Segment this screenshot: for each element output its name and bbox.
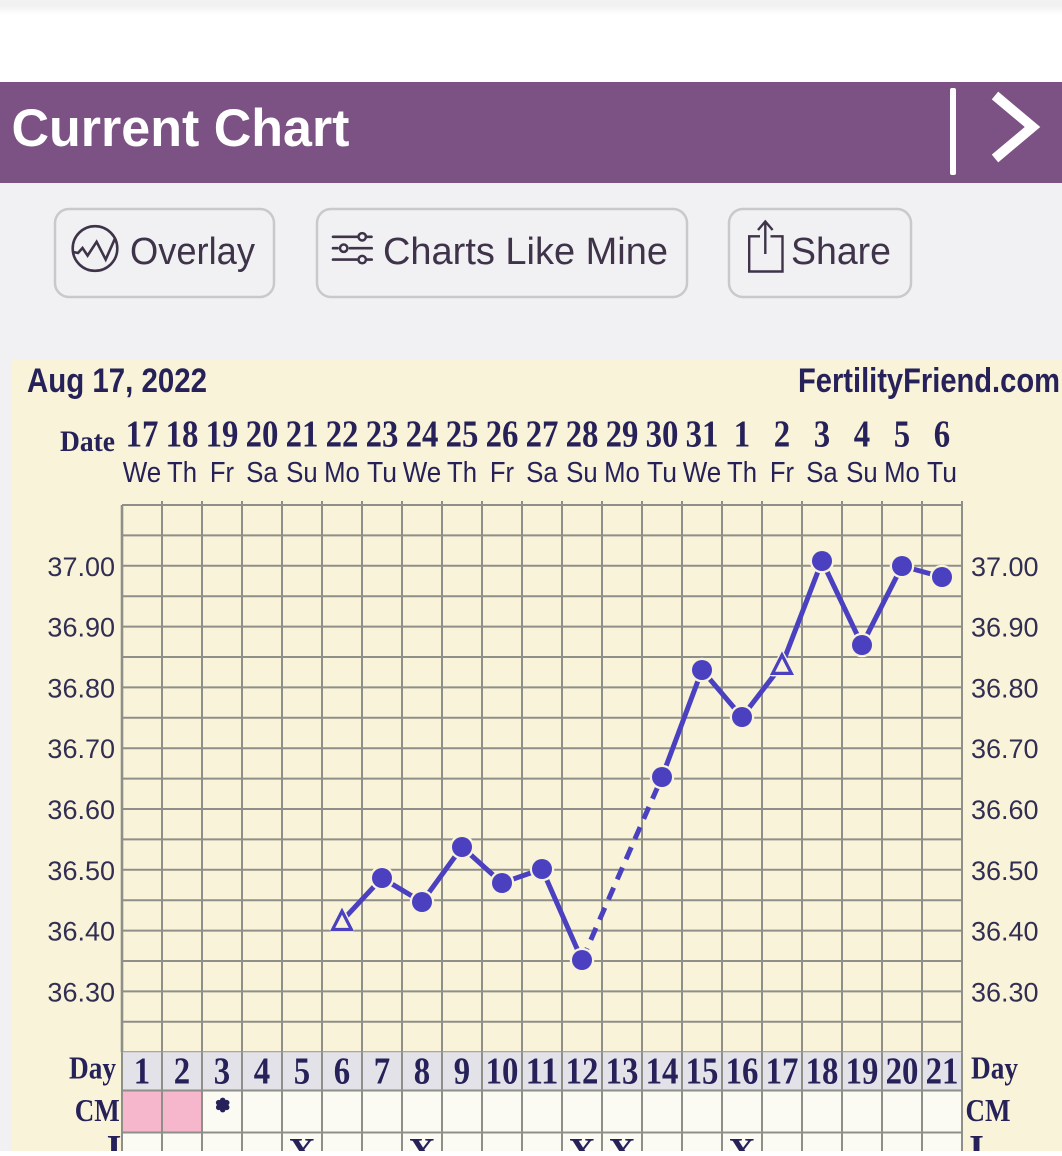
svg-text:36.40: 36.40 [971,917,1039,947]
svg-text:1: 1 [734,414,750,456]
svg-text:3: 3 [214,1051,230,1093]
svg-text:25: 25 [446,414,479,456]
svg-text:Tu: Tu [927,457,957,489]
svg-text:15: 15 [686,1051,719,1093]
svg-text:5: 5 [294,1051,310,1093]
svg-text:20: 20 [246,414,279,456]
svg-text:X: X [729,1131,756,1151]
svg-text:4: 4 [254,1051,270,1093]
svg-text:17: 17 [126,414,159,456]
svg-text:23: 23 [366,414,399,456]
svg-text:19: 19 [846,1051,879,1093]
svg-text:Su: Su [286,457,317,489]
svg-text:36.70: 36.70 [971,734,1039,764]
svg-text:18: 18 [806,1051,839,1093]
svg-text:Day: Day [69,1050,116,1086]
svg-text:I: I [107,1128,122,1151]
svg-text:20: 20 [886,1051,919,1093]
svg-text:Tu: Tu [647,457,677,489]
svg-text:Current Chart: Current Chart [12,99,350,158]
svg-text:Th: Th [727,457,757,489]
svg-text:36.60: 36.60 [47,795,115,825]
svg-text:37.00: 37.00 [971,552,1039,582]
svg-text:36.40: 36.40 [47,917,115,947]
svg-text:3: 3 [814,414,830,456]
svg-text:36.50: 36.50 [47,856,115,886]
svg-text:28: 28 [566,414,599,456]
svg-text:18: 18 [166,414,199,456]
svg-text:We: We [683,457,722,489]
svg-text:2: 2 [774,414,790,456]
svg-text:24: 24 [406,414,439,456]
svg-text:1: 1 [134,1051,150,1093]
svg-text:36.70: 36.70 [47,734,115,764]
svg-text:Sa: Sa [806,457,838,489]
svg-text:22: 22 [326,414,359,456]
svg-text:19: 19 [206,414,239,456]
svg-text:Fr: Fr [490,457,515,489]
svg-text:4: 4 [854,414,870,456]
svg-text:16: 16 [726,1051,759,1093]
svg-text:Th: Th [167,457,197,489]
svg-text:36.60: 36.60 [971,795,1039,825]
svg-text:6: 6 [334,1051,350,1093]
svg-text:Th: Th [447,457,477,489]
svg-text:9: 9 [454,1051,470,1093]
svg-text:Tu: Tu [367,457,397,489]
svg-text:17: 17 [766,1051,799,1093]
svg-text:27: 27 [526,414,559,456]
svg-text:29: 29 [606,414,639,456]
svg-text:13: 13 [606,1051,639,1093]
svg-text:X: X [289,1131,316,1151]
svg-text:CM: CM [966,1092,1011,1128]
svg-text:Fr: Fr [770,457,795,489]
svg-text:36.30: 36.30 [47,977,115,1007]
svg-text:30: 30 [646,414,679,456]
svg-text:5: 5 [894,414,910,456]
svg-text:36.50: 36.50 [971,856,1039,886]
svg-text:CM: CM [75,1092,120,1128]
svg-text:7: 7 [374,1051,390,1093]
svg-text:Sa: Sa [246,457,278,489]
svg-text:Share: Share [791,231,891,273]
svg-text:Su: Su [846,457,877,489]
svg-text:We: We [403,457,442,489]
svg-text:X: X [609,1131,636,1151]
svg-text:12: 12 [566,1051,599,1093]
svg-text:Charts Like Mine: Charts Like Mine [383,231,668,273]
svg-text:21: 21 [926,1051,959,1093]
svg-text:8: 8 [414,1051,430,1093]
svg-text:I: I [969,1128,984,1151]
svg-text:36.30: 36.30 [971,977,1039,1007]
svg-text:31: 31 [686,414,719,456]
svg-text:10: 10 [486,1051,519,1093]
svg-text:Mo: Mo [324,457,360,489]
svg-text:Mo: Mo [884,457,920,489]
svg-text:Sa: Sa [526,457,558,489]
svg-text:36.90: 36.90 [47,613,115,643]
svg-text:We: We [123,457,162,489]
svg-text:2: 2 [174,1051,190,1093]
svg-text:Fr: Fr [210,457,235,489]
svg-text:X: X [569,1131,596,1151]
svg-text:Day: Day [971,1050,1018,1086]
svg-text:36.90: 36.90 [971,613,1039,643]
svg-text:14: 14 [646,1051,679,1093]
svg-text:37.00: 37.00 [47,552,115,582]
svg-text:X: X [409,1131,436,1151]
svg-text:26: 26 [486,414,519,456]
svg-text:11: 11 [526,1051,559,1093]
svg-text:FertilityFriend.com: FertilityFriend.com [798,362,1060,400]
svg-text:Date: Date [60,425,115,458]
svg-text:Aug 17, 2022: Aug 17, 2022 [27,362,207,400]
svg-text:21: 21 [286,414,319,456]
svg-text:6: 6 [934,414,950,456]
svg-text:Mo: Mo [604,457,640,489]
svg-text:Overlay: Overlay [130,231,255,273]
svg-text:36.80: 36.80 [47,673,115,703]
svg-text:36.80: 36.80 [971,673,1039,703]
svg-text:Su: Su [566,457,597,489]
